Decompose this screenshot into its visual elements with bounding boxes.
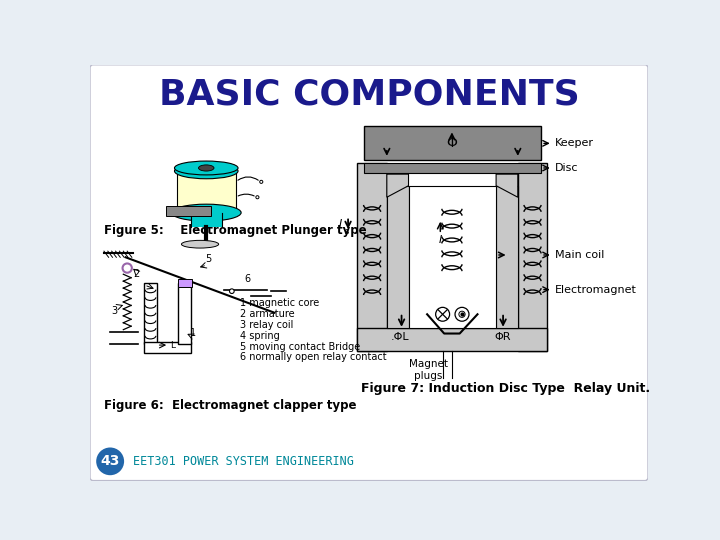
Text: Figure 5:    Electromagnet Plunger type: Figure 5: Electromagnet Plunger type: [104, 224, 366, 237]
FancyBboxPatch shape: [144, 342, 191, 353]
Text: Φ: Φ: [446, 136, 457, 150]
FancyBboxPatch shape: [408, 186, 496, 328]
Circle shape: [455, 307, 469, 321]
FancyBboxPatch shape: [179, 284, 191, 343]
Text: BASIC COMPONENTS: BASIC COMPONENTS: [158, 77, 580, 111]
Text: 2 armature: 2 armature: [240, 309, 294, 319]
Text: I: I: [438, 234, 442, 245]
FancyBboxPatch shape: [518, 163, 547, 351]
Ellipse shape: [174, 161, 238, 175]
Text: EET301 POWER SYSTEM ENGINEERING: EET301 POWER SYSTEM ENGINEERING: [132, 455, 354, 468]
Text: Figure 6:  Electromagnet clapper type: Figure 6: Electromagnet clapper type: [104, 399, 356, 411]
FancyBboxPatch shape: [387, 186, 408, 328]
Text: 1 magnetic core: 1 magnetic core: [240, 299, 319, 308]
Text: 5: 5: [205, 254, 212, 264]
Text: 1: 1: [190, 328, 196, 338]
Text: L: L: [171, 341, 176, 349]
Ellipse shape: [174, 164, 238, 179]
Ellipse shape: [199, 165, 214, 171]
Text: 4 spring: 4 spring: [240, 331, 279, 341]
FancyBboxPatch shape: [357, 328, 547, 351]
FancyBboxPatch shape: [90, 65, 648, 481]
FancyBboxPatch shape: [166, 206, 211, 215]
Text: 2: 2: [133, 269, 140, 279]
Text: 43: 43: [101, 454, 120, 468]
Text: 3: 3: [112, 306, 118, 316]
Text: ΦR: ΦR: [494, 333, 510, 342]
Text: Keeper: Keeper: [555, 138, 594, 149]
FancyBboxPatch shape: [144, 284, 157, 343]
Text: Main coil: Main coil: [555, 250, 604, 260]
Circle shape: [256, 195, 259, 199]
FancyBboxPatch shape: [364, 163, 541, 173]
Text: Electromagnet: Electromagnet: [555, 285, 637, 295]
Ellipse shape: [181, 240, 219, 248]
Polygon shape: [387, 174, 408, 197]
FancyBboxPatch shape: [496, 186, 518, 328]
Circle shape: [96, 448, 124, 475]
Circle shape: [122, 264, 132, 273]
Text: 6 normally open relay contact: 6 normally open relay contact: [240, 353, 386, 362]
Circle shape: [436, 307, 449, 321]
FancyBboxPatch shape: [191, 213, 222, 226]
Text: Magnet
plugs: Magnet plugs: [409, 359, 448, 381]
Text: Figure 7: Induction Disc Type  Relay Unit.: Figure 7: Induction Disc Type Relay Unit…: [361, 382, 650, 395]
Circle shape: [230, 289, 234, 294]
Text: 3 relay coil: 3 relay coil: [240, 320, 293, 330]
Polygon shape: [496, 174, 518, 197]
FancyBboxPatch shape: [177, 171, 235, 211]
FancyBboxPatch shape: [364, 126, 541, 160]
Ellipse shape: [171, 204, 241, 221]
Text: 5 moving contact Bridge: 5 moving contact Bridge: [240, 342, 360, 352]
Circle shape: [260, 180, 263, 184]
Text: I: I: [338, 219, 342, 229]
Text: .ΦL: .ΦL: [391, 333, 409, 342]
Text: s: s: [345, 227, 349, 237]
Text: Disc: Disc: [555, 163, 578, 173]
Text: 6: 6: [244, 274, 251, 284]
FancyBboxPatch shape: [179, 279, 192, 287]
FancyBboxPatch shape: [357, 163, 387, 351]
